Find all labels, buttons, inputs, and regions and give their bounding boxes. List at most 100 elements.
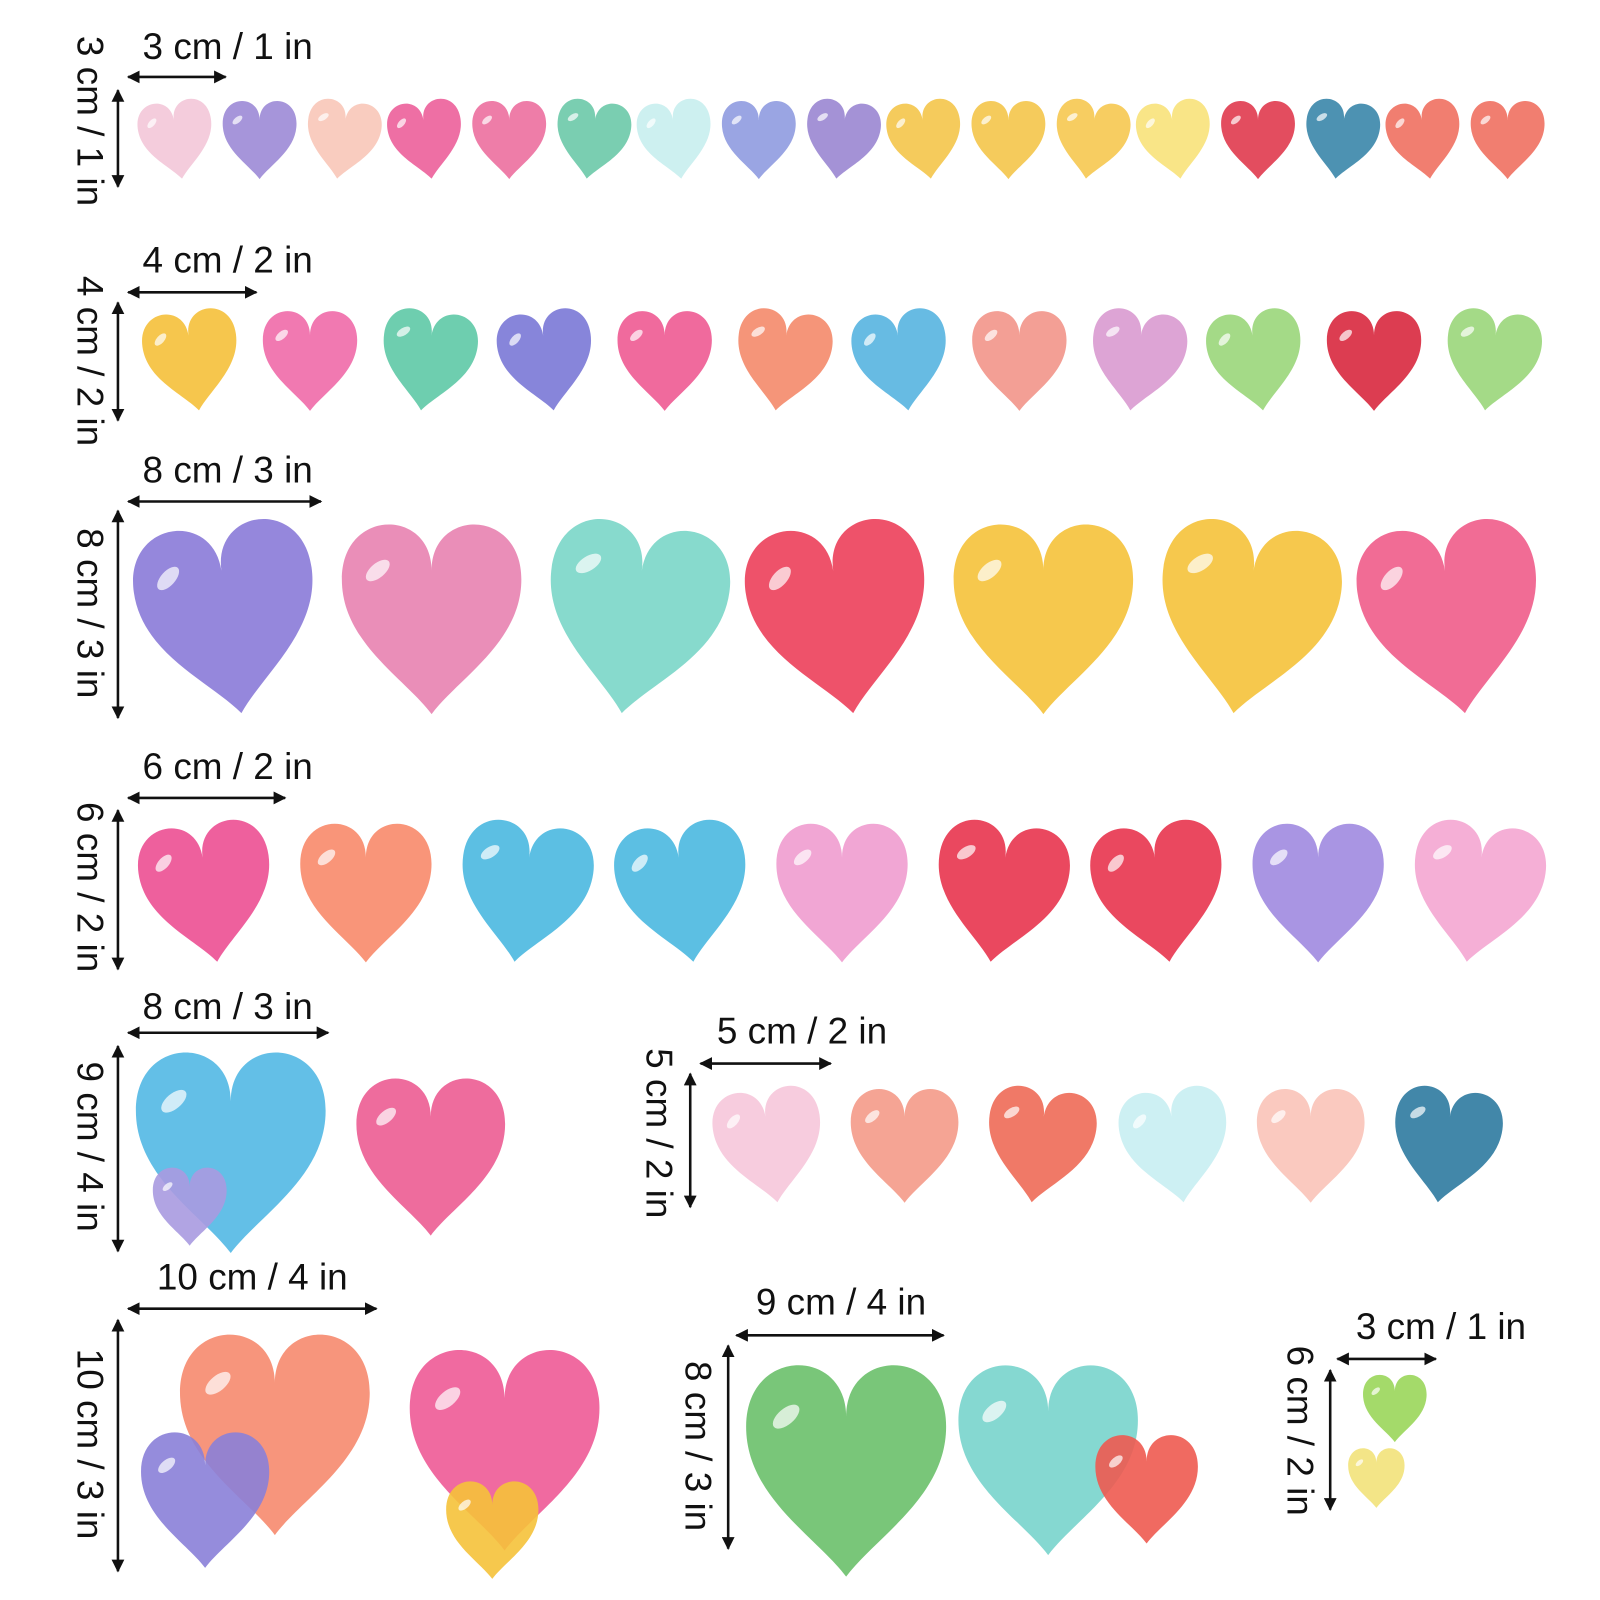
height-label: 8 cm / 3 in bbox=[69, 528, 110, 698]
heart-shape bbox=[472, 101, 547, 180]
heart bbox=[972, 311, 1067, 411]
width-label: 8 cm / 3 in bbox=[143, 986, 313, 1027]
heart-shine bbox=[396, 118, 407, 129]
heart bbox=[462, 819, 594, 962]
heart-shine bbox=[1480, 115, 1491, 125]
heart bbox=[851, 308, 946, 411]
heart-shine bbox=[396, 326, 411, 337]
heart-shape bbox=[746, 1365, 947, 1577]
heart-shape bbox=[308, 98, 382, 179]
heart bbox=[300, 823, 432, 963]
heart-shape bbox=[1136, 98, 1210, 179]
heart bbox=[137, 98, 212, 179]
heart-shine bbox=[458, 1499, 471, 1511]
heart bbox=[152, 1167, 227, 1246]
heart-shape bbox=[152, 1167, 227, 1246]
heart-shape bbox=[712, 1085, 821, 1203]
heart bbox=[1095, 1435, 1198, 1544]
heart-shine bbox=[1109, 1455, 1123, 1468]
heart-shine bbox=[232, 115, 243, 125]
heart bbox=[1447, 308, 1542, 411]
heart-shape bbox=[1206, 308, 1301, 411]
heart bbox=[886, 98, 960, 179]
heart-shape bbox=[958, 1365, 1138, 1556]
heart-shine bbox=[509, 333, 521, 346]
heart-shine bbox=[1339, 329, 1352, 342]
heart-shape bbox=[851, 308, 946, 411]
heart bbox=[472, 101, 547, 180]
heart-shape bbox=[462, 819, 594, 962]
heart bbox=[850, 1088, 959, 1203]
heart bbox=[1090, 819, 1222, 962]
heart bbox=[1385, 98, 1460, 179]
heart bbox=[1470, 101, 1545, 180]
heart bbox=[1093, 308, 1188, 411]
heart bbox=[1136, 98, 1210, 179]
heart-shape bbox=[1252, 823, 1384, 963]
height-label: 5 cm / 2 in bbox=[639, 1048, 680, 1218]
heart-shine bbox=[1218, 333, 1231, 346]
heart bbox=[938, 819, 1070, 962]
width-label: 9 cm / 4 in bbox=[756, 1281, 926, 1322]
heart-shape bbox=[738, 308, 833, 411]
heart bbox=[1162, 518, 1342, 714]
heart-shine bbox=[147, 118, 157, 129]
heart-shine bbox=[1133, 1114, 1147, 1129]
heart-shape bbox=[1395, 1085, 1503, 1203]
heart bbox=[1326, 311, 1422, 411]
heart-shine bbox=[376, 1107, 397, 1126]
heart bbox=[1395, 1085, 1503, 1203]
heart-shape bbox=[971, 101, 1046, 180]
heart-shine bbox=[317, 849, 336, 866]
heart-shine bbox=[154, 333, 167, 346]
heart-shine bbox=[1371, 1387, 1380, 1396]
heart-shape bbox=[1221, 101, 1295, 180]
heart-shine bbox=[1145, 118, 1155, 129]
heart bbox=[1118, 1085, 1227, 1203]
heart-shine bbox=[630, 329, 643, 342]
heart-shape bbox=[133, 518, 313, 714]
heart-shape bbox=[387, 98, 461, 179]
heart bbox=[953, 524, 1134, 715]
heart-shape bbox=[1093, 308, 1188, 411]
heart-shape bbox=[1256, 1088, 1365, 1203]
heart-shape bbox=[850, 1088, 959, 1203]
heart bbox=[636, 98, 711, 179]
heart-shine bbox=[631, 854, 648, 872]
heart bbox=[617, 311, 712, 411]
heart-shape bbox=[744, 518, 925, 714]
heart-shine bbox=[1187, 553, 1213, 574]
heart-shape bbox=[550, 518, 731, 714]
height-label: 9 cm / 4 in bbox=[69, 1061, 110, 1231]
heart-shape bbox=[446, 1481, 539, 1579]
heart-shine bbox=[275, 329, 288, 342]
heart bbox=[446, 1481, 539, 1579]
heart-shine bbox=[1004, 1106, 1020, 1119]
heart bbox=[557, 98, 632, 179]
heart bbox=[746, 1365, 947, 1577]
heart-shape bbox=[721, 101, 796, 180]
heart-shape bbox=[636, 98, 711, 179]
heart-shine bbox=[435, 1387, 461, 1411]
heart bbox=[222, 101, 297, 180]
heart bbox=[1414, 819, 1546, 962]
heart bbox=[141, 1432, 270, 1568]
heart-shape bbox=[1385, 98, 1460, 179]
heart-shape bbox=[1348, 1448, 1405, 1508]
heart-shape bbox=[1470, 101, 1545, 180]
heart-shine bbox=[793, 849, 812, 866]
heart bbox=[1356, 518, 1536, 714]
width-label: 3 cm / 1 in bbox=[1356, 1306, 1526, 1347]
heart bbox=[1348, 1448, 1405, 1508]
heart-shape bbox=[356, 1078, 506, 1236]
height-label: 3 cm / 1 in bbox=[69, 36, 110, 206]
heart-shape bbox=[142, 308, 237, 411]
heart-shape bbox=[886, 98, 960, 179]
heart bbox=[1206, 308, 1301, 411]
heart-shine bbox=[817, 113, 828, 122]
heart bbox=[807, 98, 881, 179]
heart-shape bbox=[1118, 1085, 1227, 1203]
heart bbox=[308, 98, 382, 179]
